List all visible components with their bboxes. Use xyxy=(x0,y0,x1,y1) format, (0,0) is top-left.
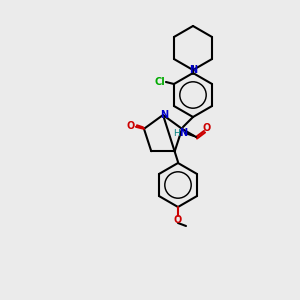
Text: N: N xyxy=(189,65,197,75)
Text: O: O xyxy=(174,215,182,225)
Text: H: H xyxy=(174,128,180,137)
Text: O: O xyxy=(127,121,135,131)
Text: O: O xyxy=(203,123,211,133)
Text: N: N xyxy=(160,110,168,120)
Text: Cl: Cl xyxy=(154,77,165,87)
Text: N: N xyxy=(179,128,187,138)
